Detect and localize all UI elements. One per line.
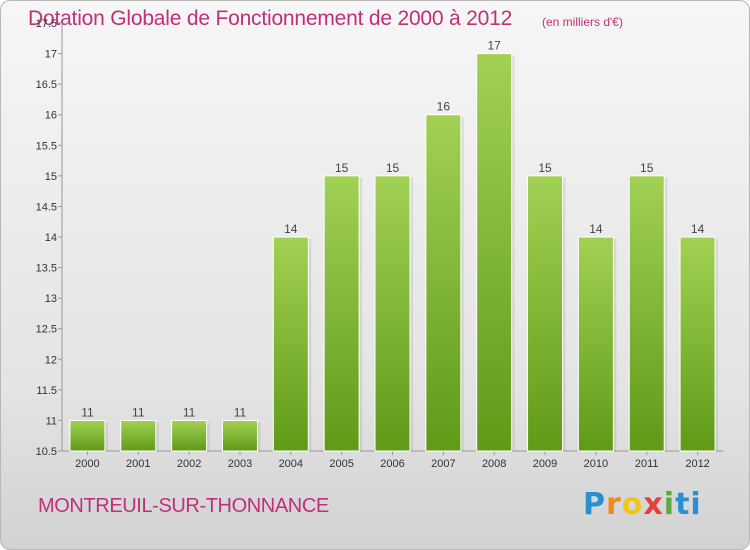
y-tick-label: 13.5 (36, 263, 57, 275)
y-tick-label: 11.5 (36, 385, 57, 397)
y-tick-label: 14.5 (36, 201, 57, 213)
y-tick-label: 15 (45, 171, 57, 183)
x-tick-label: 2010 (584, 458, 608, 470)
x-tick-label: 2011 (635, 458, 659, 470)
y-tick-label: 14 (45, 232, 57, 244)
y-tick-label: 17 (45, 49, 57, 61)
x-tick-label: 2008 (482, 458, 506, 470)
proxiti-logo: Proxiti (583, 487, 702, 522)
x-tick-label: 2001 (126, 458, 150, 470)
data-label-2006: 15 (386, 161, 400, 175)
y-tick-label: 16 (45, 110, 57, 122)
x-tick-label: 2002 (177, 458, 201, 470)
data-label-2008: 17 (488, 39, 502, 53)
x-tick-label: 2005 (329, 458, 353, 470)
bar-2007 (425, 114, 462, 452)
x-tick-label: 2012 (685, 458, 709, 470)
data-label-2007: 16 (437, 100, 451, 114)
commune-name: MONTREUIL-SUR-THONNANCE (38, 495, 329, 517)
y-tick-label: 12 (45, 354, 57, 366)
data-label-2003: 11 (234, 405, 247, 419)
x-tick-label: 2006 (380, 458, 404, 470)
data-label-2001: 11 (132, 405, 145, 419)
bar-2011 (628, 175, 665, 452)
y-tick-label: 15.5 (36, 140, 57, 152)
logo-letter: r (606, 487, 622, 522)
logo-letter: o (621, 487, 644, 522)
data-label-2011: 15 (640, 161, 654, 175)
data-label-2004: 14 (284, 222, 298, 236)
data-label-2009: 15 (538, 161, 552, 175)
bar-2006 (374, 175, 411, 452)
y-tick-label: 11 (46, 415, 57, 427)
bar-2000 (69, 419, 106, 452)
bar-2005 (323, 175, 360, 452)
bar-2004 (272, 236, 309, 452)
data-label-2010: 14 (589, 222, 603, 236)
bar-2002 (171, 419, 208, 452)
bar-2008 (476, 53, 513, 452)
y-tick-label: 17.5 (36, 18, 57, 30)
logo-letter: i (663, 487, 676, 522)
y-axis: 10.5 11 11.5 12 12.5 13 13.5 14 14.5 15 15.5 16 16.5… (36, 18, 63, 458)
bar-2010 (577, 236, 614, 452)
logo-letter: P (583, 487, 606, 522)
bar-2001 (120, 419, 157, 452)
logo-letter: x (643, 487, 664, 522)
chart-unit-label: (en milliers d'€) (542, 15, 623, 29)
x-tick-label: 2009 (533, 458, 557, 470)
y-tick-label: 12.5 (36, 324, 57, 336)
x-tick-label: 2000 (75, 458, 99, 470)
x-tick-label: 2007 (431, 458, 455, 470)
x-tick-label: 2003 (228, 458, 252, 470)
x-axis: 2000 2001 2002 2003 2004 2005 2006 2007 2008 2009… (62, 450, 723, 470)
bars: 11 11 11 11 14 15 15 16 17 15 14 15 14 (69, 39, 719, 452)
y-tick-label: 13 (45, 293, 57, 305)
data-label-2012: 14 (691, 222, 705, 236)
y-tick-label: 16.5 (36, 79, 57, 91)
chart-title: Dotation Globale de Fonctionnement de 20… (28, 7, 513, 30)
logo-letter: ti (675, 487, 702, 522)
data-label-2002: 11 (183, 405, 196, 419)
data-label-2005: 15 (335, 161, 349, 175)
bar-2012 (679, 236, 716, 452)
y-tick-label: 10.5 (36, 446, 57, 458)
bar-2009 (527, 175, 564, 452)
bar-2003 (221, 419, 258, 452)
data-label-2000: 11 (81, 405, 94, 419)
x-tick-label: 2004 (279, 458, 303, 470)
